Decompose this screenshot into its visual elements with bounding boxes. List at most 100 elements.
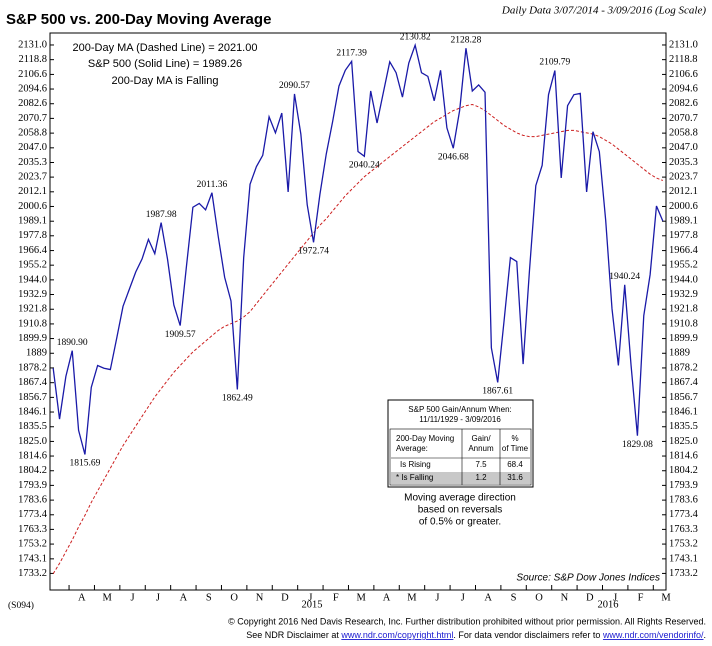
x-tick-label: O [230, 592, 238, 603]
note: of 0.5% or greater. [419, 517, 501, 528]
table-cell: 31.6 [507, 473, 523, 482]
y2-tick-label: 2118.8 [669, 54, 698, 65]
data-label: 1987.98 [146, 210, 177, 220]
chart-title: S&P 500 vs. 200-Day Moving Average [6, 11, 271, 28]
series-line [52, 42, 664, 455]
y2-tick-label: 2106.6 [669, 69, 698, 80]
y-tick-label: 2035.3 [18, 157, 47, 168]
y2-tick-label: 1899.9 [669, 333, 698, 344]
y2-tick-label: 2000.6 [669, 201, 698, 212]
copyright: © Copyright 2016 Ned Davis Research, Inc… [228, 616, 706, 626]
series-line [52, 103, 664, 574]
y2-tick-label: 1825.0 [669, 436, 698, 447]
y2-tick-label: 1955.2 [669, 260, 698, 271]
x-tick-label: J [156, 592, 160, 603]
table-shade [391, 472, 530, 484]
x-tick-label: N [256, 592, 264, 603]
link[interactable]: www.ndr.com/copyright.html [340, 630, 453, 640]
x-tick-label: J [461, 592, 465, 603]
y2-tick-label: 1878.2 [669, 362, 698, 373]
y-tick-label: 1867.4 [18, 377, 48, 388]
x-tick-label: J [435, 592, 439, 603]
y2-tick-label: 1773.4 [669, 509, 699, 520]
table-cell: 1.2 [475, 473, 487, 482]
data-label: 2046.68 [438, 152, 469, 162]
y2-tick-label: 1910.8 [669, 318, 698, 329]
y2-tick-label: 1733.2 [669, 568, 698, 579]
y-tick-label: 1763.3 [18, 524, 47, 535]
table-header: Average: [396, 444, 428, 453]
y2-tick-label: 2058.8 [669, 128, 698, 139]
y-tick-label: 2047.0 [18, 142, 47, 153]
x-tick-label: A [484, 592, 492, 603]
x-tick-label: F [638, 592, 644, 603]
y-tick-label: 1899.9 [18, 333, 47, 344]
table-header: 200-Day Moving [396, 434, 454, 443]
x-tick-label: J [131, 592, 135, 603]
y-tick-label: 1733.2 [18, 568, 47, 579]
table-title: S&P 500 Gain/Annum When: [408, 405, 511, 414]
x-tick-label: S [206, 592, 212, 603]
data-label: 1972.74 [298, 247, 329, 257]
y-tick-label: 1932.9 [18, 289, 47, 300]
disclaimer-text: See NDR Disclaimer at [246, 630, 341, 640]
disclaimer: See NDR Disclaimer at www.ndr.com/copyri… [246, 630, 706, 640]
y-tick-label: 1743.1 [18, 553, 47, 564]
y2-tick-label: 1783.6 [669, 495, 698, 506]
data-label: 2109.79 [539, 58, 570, 68]
note: based on reversals [418, 505, 503, 516]
y-tick-label: 2118.8 [19, 54, 48, 65]
x-tick-label: A [383, 592, 391, 603]
y2-tick-label: 2047.0 [669, 142, 698, 153]
y-tick-label: 2058.8 [18, 128, 47, 139]
y-tick-label: 1878.2 [18, 362, 47, 373]
y-tick-label: 1856.7 [18, 392, 47, 403]
data-label: 1940.24 [609, 272, 640, 282]
y-tick-label: 1793.9 [18, 480, 47, 491]
y-tick-label: 1977.8 [18, 230, 47, 241]
x-tick-label: A [78, 592, 86, 603]
x-tick-label: S [511, 592, 517, 603]
y-tick-label: 1753.2 [18, 538, 47, 549]
y-tick-label: 1783.6 [18, 495, 47, 506]
y-tick-label: 2082.6 [18, 98, 47, 109]
y2-tick-label: 1856.7 [669, 392, 698, 403]
y-tick-label: 1804.2 [18, 465, 47, 476]
source: Source: S&P Dow Jones Indices [516, 573, 660, 584]
x-tick-label: M [102, 592, 112, 603]
y2-tick-label: 1804.2 [669, 465, 698, 476]
x-tick-label: O [535, 592, 543, 603]
x-tick-label: J [308, 592, 312, 603]
y-tick-label: 1966.4 [18, 245, 48, 256]
table-header: % [511, 434, 518, 443]
link[interactable]: www.ndr.com/vendorinfo/ [602, 630, 704, 640]
y-tick-label: 2012.1 [18, 186, 47, 197]
y2-tick-label: 2082.6 [669, 98, 698, 109]
y2-tick-label: 1932.9 [669, 289, 698, 300]
y-tick-label: 1846.1 [18, 406, 47, 417]
y-tick-label: 2023.7 [18, 172, 47, 183]
note: Moving average direction [404, 493, 516, 504]
y2-tick-label: 1989.1 [669, 216, 698, 227]
table-header: of Time [502, 444, 529, 453]
x-tick-label: D [586, 592, 594, 603]
disclaimer-text: . [703, 630, 706, 640]
x-tick-label: N [561, 592, 569, 603]
x-tick-label: A [180, 592, 188, 603]
y2-tick-label: 2070.7 [669, 113, 698, 124]
data-label: 2130.82 [400, 32, 431, 42]
table-cell: 68.4 [507, 460, 523, 469]
y2-tick-label: 1814.6 [669, 450, 698, 461]
table-header: Gain/ [471, 434, 491, 443]
y-tick-label: 1835.5 [18, 421, 47, 432]
data-label: 1890.90 [57, 338, 88, 348]
data-label: 1909.57 [165, 330, 196, 340]
y2-tick-label: 2131.0 [669, 39, 698, 50]
y2-tick-label: 2012.1 [669, 186, 698, 197]
y2-tick-label: 2094.6 [669, 83, 698, 94]
year-label: 2016 [598, 599, 619, 610]
x-tick-label: M [357, 592, 367, 603]
x-tick-label: M [661, 592, 671, 603]
